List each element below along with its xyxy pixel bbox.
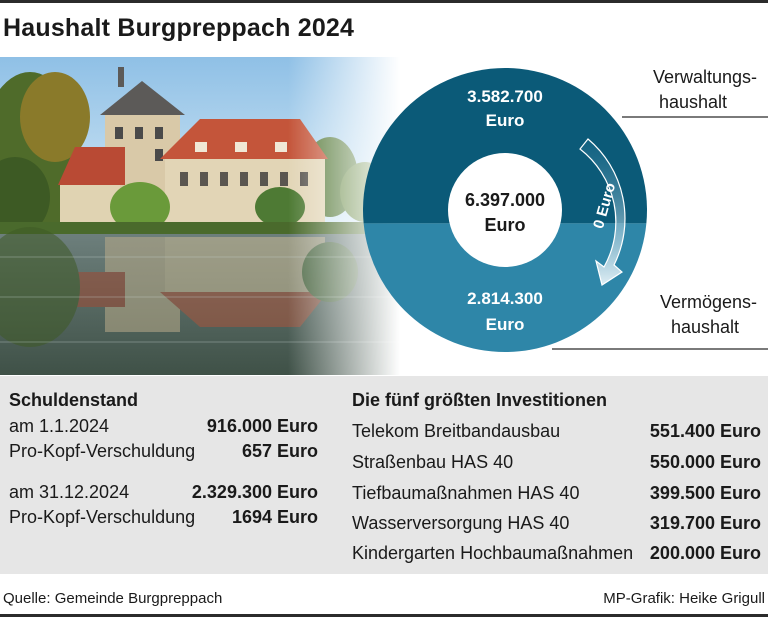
transfer-arrow bbox=[579, 138, 626, 286]
investment-row-value: 399.500 Euro bbox=[649, 483, 761, 503]
investment-row-label: Straßenbau HAS 40 bbox=[352, 452, 514, 472]
verwaltung-unit: Euro bbox=[486, 111, 525, 130]
donut-segment-verwaltung bbox=[363, 67, 647, 224]
vermoegen-side-label-2: haushalt bbox=[671, 317, 739, 337]
investment-row-label: Telekom Breitbandausbau bbox=[352, 421, 561, 441]
investment-row-value: 550.000 Euro bbox=[649, 452, 761, 472]
debt-row-label: Pro-Kopf-Verschuldung bbox=[9, 507, 196, 527]
debt-row-label: Pro-Kopf-Verschuldung bbox=[9, 441, 196, 461]
debt-heading: Schuldenstand bbox=[9, 390, 139, 410]
verwaltung-side-label-2: haushalt bbox=[659, 92, 727, 112]
investment-row-label: Wasserversorgung HAS 40 bbox=[352, 513, 570, 533]
investment-row-label: Tiefbaumaßnahmen HAS 40 bbox=[352, 483, 580, 503]
debt-row-label: am 1.1.2024 bbox=[9, 416, 110, 436]
donut-center bbox=[448, 153, 562, 267]
chart-title: Haushalt Burgpreppach 2024 bbox=[3, 14, 355, 42]
vermoegen-value: 2.814.300 bbox=[467, 289, 543, 308]
verwaltung-value: 3.582.700 bbox=[467, 87, 543, 106]
source-note: Quelle: Gemeinde Burgpreppach bbox=[3, 590, 223, 607]
top-rule bbox=[0, 0, 768, 3]
debt-row-value: 1694 Euro bbox=[231, 507, 318, 527]
info-panel: Schuldenstand am 1.1.2024 916.000 Euro P… bbox=[0, 376, 768, 574]
investment-row-label: Kindergarten Hochbaumaßnahmen bbox=[352, 543, 634, 563]
donut-chart: 0 Euro 6.397.000 Euro 3.582.700 Euro 2.8… bbox=[352, 57, 768, 375]
graphic-credit: MP-Grafik: Heike Grigull bbox=[603, 590, 765, 607]
castle-photo bbox=[0, 57, 400, 375]
debt-row-label: am 31.12.2024 bbox=[9, 482, 130, 502]
donut-segment-vermoegen bbox=[363, 223, 647, 352]
debt-row-value: 657 Euro bbox=[241, 441, 318, 461]
vermoegen-unit: Euro bbox=[486, 315, 525, 334]
investment-row-value: 200.000 Euro bbox=[649, 543, 761, 563]
debt-row-value: 916.000 Euro bbox=[206, 416, 318, 436]
center-value: 6.397.000 bbox=[465, 190, 545, 210]
bottom-rule bbox=[0, 614, 768, 617]
investment-row-value: 319.700 Euro bbox=[649, 513, 761, 533]
debt-row-value: 2.329.300 Euro bbox=[191, 482, 318, 502]
investment-row-value: 551.400 Euro bbox=[649, 421, 761, 441]
vermoegen-side-label-1: Vermögens- bbox=[660, 292, 757, 312]
center-unit: Euro bbox=[484, 215, 525, 235]
verwaltung-side-label-1: Verwaltungs- bbox=[653, 67, 757, 87]
investments-heading: Die fünf größten Investitionen bbox=[352, 390, 607, 410]
